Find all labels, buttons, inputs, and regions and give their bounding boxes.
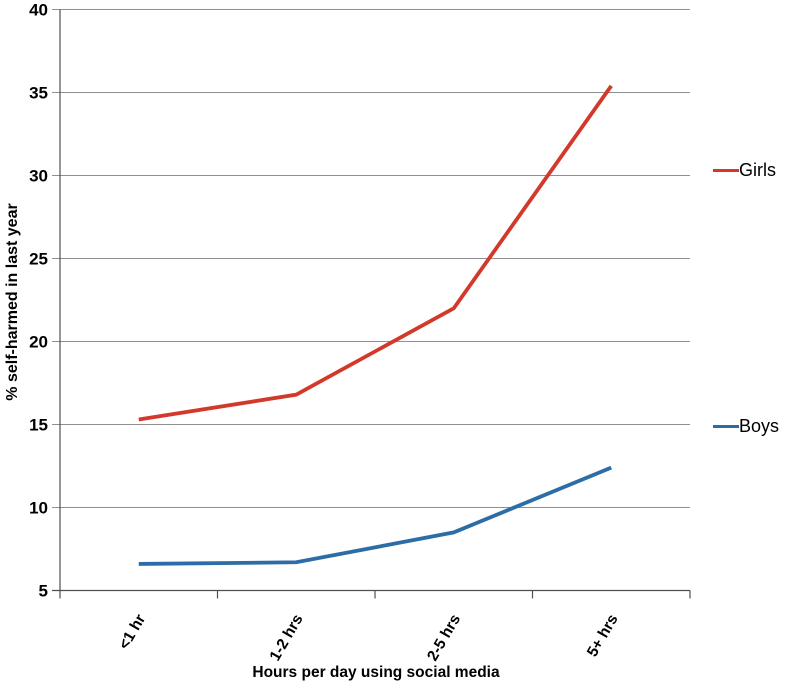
y-tick-label: 35 xyxy=(29,84,48,103)
legend-item-girls: Girls xyxy=(713,159,776,181)
y-tick-label: 40 xyxy=(29,1,48,20)
y-tick-label: 20 xyxy=(29,333,48,352)
y-tick-label: 15 xyxy=(29,416,48,435)
x-tick-label: 1-2 hrs xyxy=(267,612,307,665)
y-tick-label: 10 xyxy=(29,499,48,518)
boys-legend-line-icon xyxy=(713,424,739,428)
girls-legend-label: Girls xyxy=(739,160,776,180)
x-tick-label: <1 hr xyxy=(116,612,149,653)
x-axis-title: Hours per day using social media xyxy=(252,664,500,681)
x-tick-label: 2-5 hrs xyxy=(424,612,464,665)
y-tick-label: 30 xyxy=(29,167,48,186)
boys-line xyxy=(138,465,612,566)
girls-legend-line-icon xyxy=(713,168,739,172)
y-axis-title: % self-harmed in last year xyxy=(4,203,21,401)
boys-legend-label: Boys xyxy=(739,416,780,436)
x-tick-label: 5+ hrs xyxy=(584,612,622,660)
y-tick-label: 5 xyxy=(39,582,48,601)
y-tick-label: 25 xyxy=(29,250,48,269)
girls-line xyxy=(138,84,613,422)
legend-item-boys: Boys xyxy=(713,415,779,437)
